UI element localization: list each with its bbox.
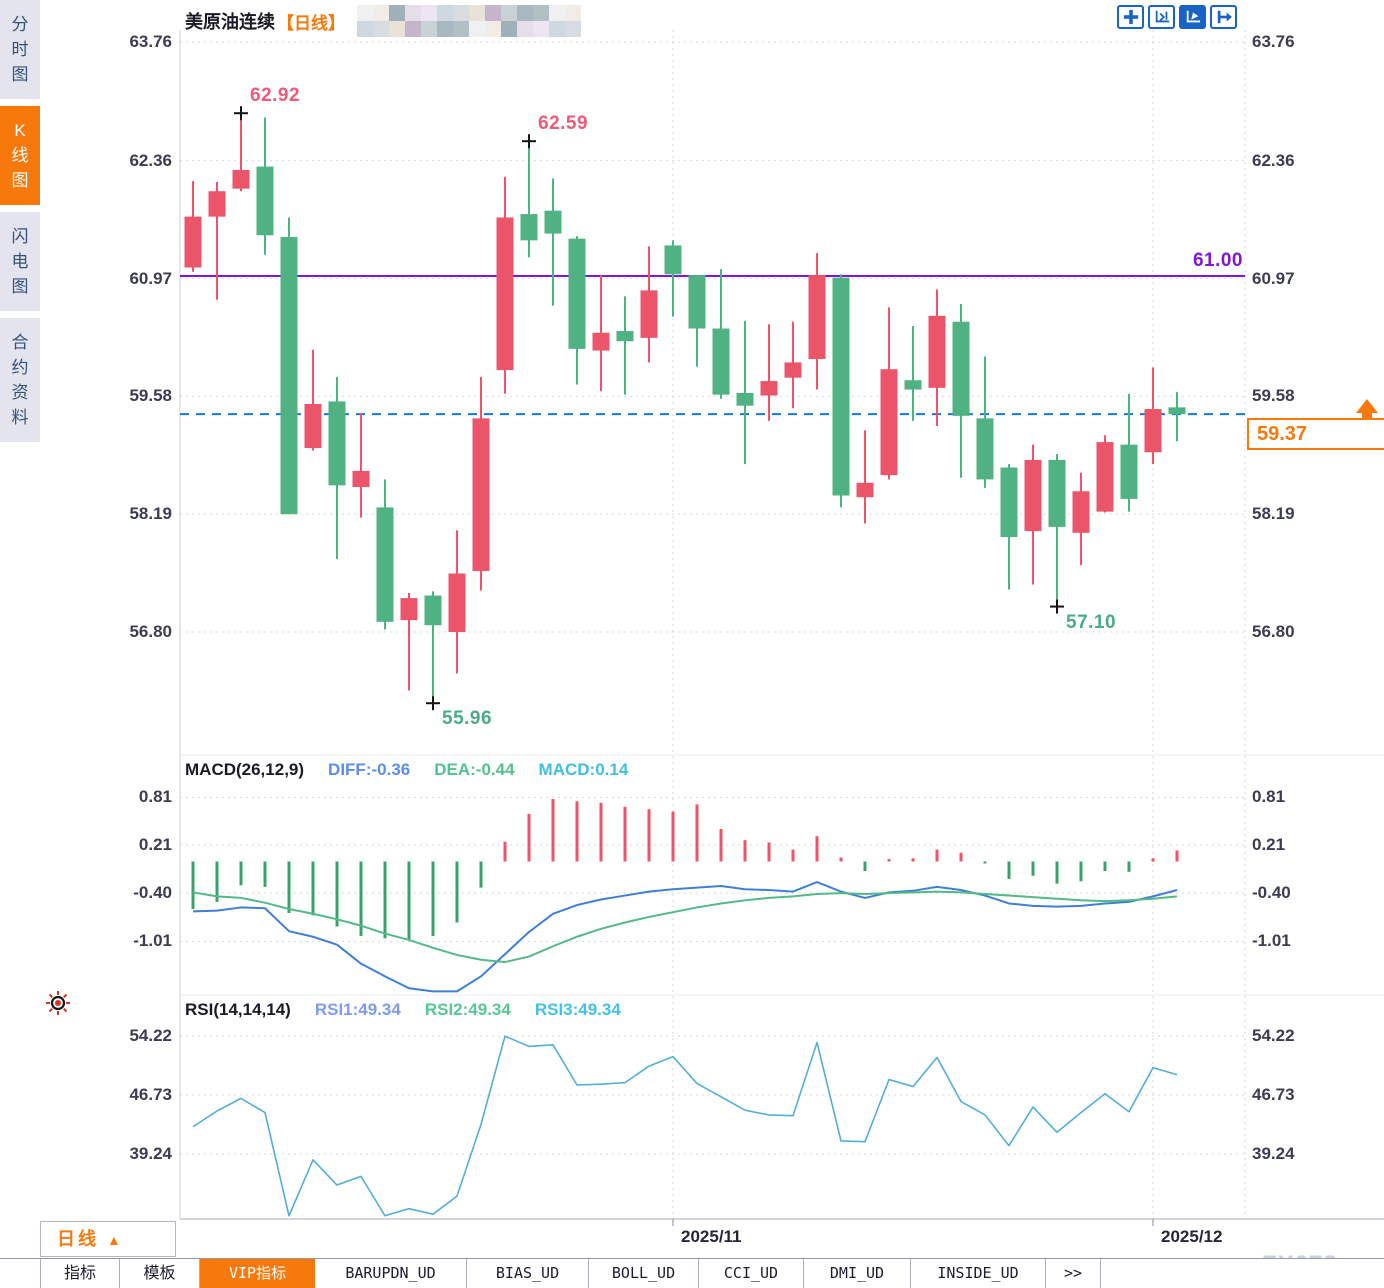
censored-price-mosaic <box>357 5 587 37</box>
tab-dmi_ud[interactable]: DMI_UD <box>804 1259 911 1288</box>
price-axis-label: 58.19 <box>1252 504 1295 524</box>
auto-scale-icon[interactable] <box>1179 5 1206 29</box>
macd-title: MACD(26,12,9) <box>185 760 305 779</box>
rsi-axis-label: 39.24 <box>129 1144 172 1163</box>
macd-axis-label: -0.40 <box>1252 883 1291 903</box>
macd-axis-label: -0.40 <box>133 883 172 903</box>
price-axis-label: 59.58 <box>1252 386 1295 406</box>
chevron-up-icon: ▲ <box>107 1232 121 1248</box>
rsi3-value: RSI3:49.34 <box>534 1000 621 1019</box>
indicator-settings-icon[interactable] <box>44 989 72 1017</box>
rsi-axis-label: 46.73 <box>129 1085 172 1104</box>
rsi2-value: RSI2:49.34 <box>424 1000 511 1019</box>
rsi-axis-label: 39.24 <box>1252 1144 1295 1163</box>
sidebar-item-0[interactable]: 分时图 <box>0 0 40 99</box>
chart-toolbar <box>1117 5 1237 29</box>
price-axis-label: 58.19 <box>129 504 172 524</box>
rsi-axis-label: 54.22 <box>129 1026 172 1045</box>
hline-value-label: 61.00 <box>1192 249 1243 271</box>
macd-macd-value: MACD:0.14 <box>538 760 629 779</box>
macd-axis-label: 0.81 <box>1252 787 1286 807</box>
price-axis-label: 63.76 <box>1252 32 1295 51</box>
macd-axis-label: 0.21 <box>138 834 172 854</box>
price-axis-label: 60.97 <box>1252 268 1295 288</box>
tab-vip[interactable]: VIP指标 <box>200 1259 315 1288</box>
marked-low-label: 57.10 <box>1066 611 1117 633</box>
tab-barupdn_ud[interactable]: BARUPDN_UD <box>315 1259 467 1288</box>
tab-inside_ud[interactable]: INSIDE_UD <box>911 1259 1046 1288</box>
tab-[interactable]: >> <box>1046 1259 1101 1288</box>
marked-high-label: 62.92 <box>250 85 301 107</box>
go-to-latest-icon[interactable] <box>1210 5 1237 29</box>
macd-header: MACD(26,12,9) DIFF:-0.36 DEA:-0.44 MACD:… <box>185 760 628 780</box>
marked-high-label: 62.59 <box>538 113 589 135</box>
price-axis-label: 56.80 <box>129 621 172 641</box>
rsi-axis-label: 46.73 <box>1252 1085 1295 1104</box>
tab-bias_ud[interactable]: BIAS_UD <box>467 1259 589 1288</box>
macd-dea-value: DEA:-0.44 <box>434 760 515 779</box>
sidebar-item-2[interactable]: 闪电图 <box>0 212 40 311</box>
price-axis-label: 60.97 <box>129 268 172 288</box>
last-price-box[interactable]: 59.37 <box>1247 418 1384 450</box>
macd-axis-label: 0.81 <box>138 787 172 807</box>
tab-boll_ud[interactable]: BOLL_UD <box>589 1259 699 1288</box>
fit-axis-icon[interactable] <box>1148 5 1175 29</box>
tab-[interactable]: 指标 <box>40 1259 120 1288</box>
rsi1-value: RSI1:49.34 <box>314 1000 401 1019</box>
macd-axis-label: -1.01 <box>133 931 172 951</box>
tab-cci_ud[interactable]: CCI_UD <box>699 1259 804 1288</box>
price-axis-label: 59.58 <box>129 386 172 406</box>
price-axis-label: 63.76 <box>129 32 172 51</box>
period-selector-button[interactable]: 日线 ▲ <box>40 1221 176 1257</box>
macd-axis-label: -1.01 <box>1252 931 1291 951</box>
indicator-tabbar: 指标 模板 VIP指标 BARUPDN_UD BIAS_UD BOLL_UD CCI_UD D… <box>0 1258 1384 1288</box>
rsi-title: RSI(14,14,14) <box>185 1000 291 1019</box>
macd-axis-label: 0.21 <box>1252 834 1286 854</box>
macd-diff-value: DIFF:-0.36 <box>328 760 411 779</box>
price-axis-label: 62.36 <box>1252 150 1295 170</box>
symbol-title: 美原油连续 <box>185 12 275 32</box>
x-axis-month-label: 2025/12 <box>1161 1227 1223 1246</box>
price-axis-label: 62.36 <box>129 150 172 170</box>
period-selector-label: 日线 <box>57 1229 99 1249</box>
marked-low-label: 55.96 <box>442 708 493 730</box>
sidebar-item-3[interactable]: 合约资料 <box>0 318 40 442</box>
tab-[interactable]: 模板 <box>120 1259 200 1288</box>
period-tag: 【日线】 <box>277 13 345 33</box>
x-axis-month-label: 2025/11 <box>681 1227 742 1246</box>
price-axis-label: 56.80 <box>1252 621 1295 641</box>
rsi-header: RSI(14,14,14) RSI1:49.34 RSI2:49.34 RSI3… <box>185 1000 621 1020</box>
rsi-axis-label: 54.22 <box>1252 1026 1295 1045</box>
move-crosshair-icon[interactable] <box>1117 5 1144 29</box>
chart-header: 美原油连续 【日线】 <box>185 5 587 37</box>
